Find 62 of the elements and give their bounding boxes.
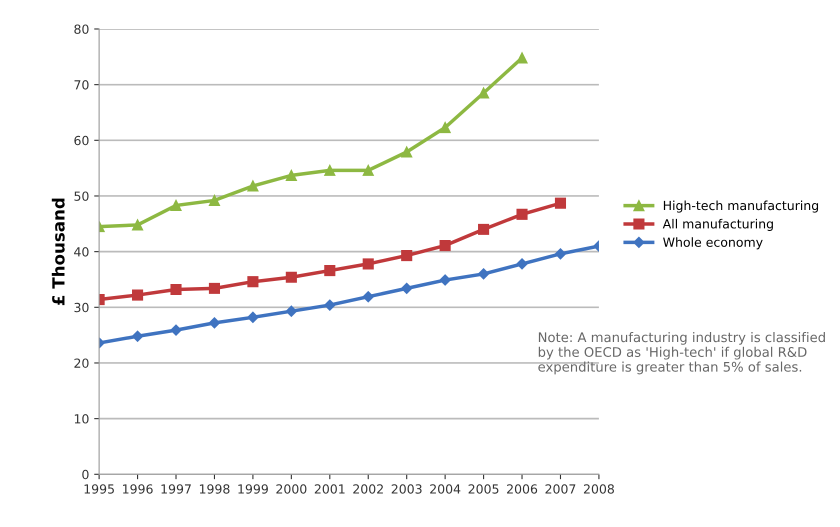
y-axis-title: £ Thousand: [52, 198, 65, 306]
point: [440, 274, 451, 286]
point: [324, 164, 336, 176]
y-tick-label: 80: [74, 24, 89, 34]
point: [324, 299, 336, 311]
point: [401, 146, 412, 158]
x-tick-label: 2007: [545, 484, 576, 494]
point: [516, 208, 528, 220]
point: [478, 224, 490, 235]
point: [208, 317, 220, 328]
point: [286, 306, 297, 317]
point: [362, 258, 374, 270]
point: [440, 122, 451, 134]
y-tick-label: 60: [74, 136, 89, 146]
point: [324, 265, 336, 276]
point: [478, 268, 490, 280]
x-tick-label: 1998: [200, 484, 230, 494]
point: [401, 250, 412, 262]
x-tick-label: 2003: [392, 484, 422, 494]
point: [286, 272, 297, 283]
point: [208, 194, 220, 206]
y-tick-label: 70: [74, 80, 89, 90]
point: [401, 282, 412, 294]
y-tick-label: 20: [74, 358, 89, 368]
point: [170, 324, 182, 336]
annotation: Note: A manufacturing industry is classified by the OECD as 'High-tech' if global R&D expenditure is greater than 5% of sales.: [538, 332, 825, 374]
point: [170, 200, 182, 211]
legend-label: High-tech manufacturing: [664, 200, 818, 213]
x-tick-label: 2001: [314, 484, 345, 494]
point: [516, 258, 528, 270]
point: [247, 276, 258, 288]
x-tick-label: 1995: [84, 484, 114, 494]
x-tick-label: 2004: [430, 484, 460, 494]
y-tick-label: 30: [74, 302, 89, 312]
y-tick-label: 50: [74, 191, 89, 201]
legend-label: Whole economy: [663, 237, 763, 250]
point: [132, 290, 144, 301]
point: [554, 198, 566, 209]
point: [478, 87, 490, 99]
legend-label: All manufacturing: [662, 218, 773, 231]
point: [554, 248, 566, 260]
y-tick-label: 10: [74, 414, 89, 424]
point: [132, 330, 144, 342]
point: [247, 180, 258, 192]
x-tick-label: 2002: [353, 484, 383, 494]
point: [362, 291, 374, 302]
point: [440, 240, 451, 252]
y-tick-label: 0: [82, 470, 89, 480]
point: [286, 170, 297, 181]
y-tick-label: 40: [74, 247, 89, 257]
point: [247, 312, 259, 323]
point: [170, 284, 182, 296]
point: [208, 282, 220, 294]
x-tick-label: 2006: [507, 484, 538, 494]
point: [362, 164, 374, 176]
point: [132, 219, 144, 230]
x-tick-label: 2000: [276, 484, 306, 494]
x-tick-label: 1996: [123, 484, 153, 494]
x-tick-label: 1997: [161, 484, 191, 494]
x-tick-label: 1999: [238, 484, 268, 494]
x-tick-label: 2008: [584, 484, 614, 494]
x-tick-label: 2005: [468, 484, 498, 494]
